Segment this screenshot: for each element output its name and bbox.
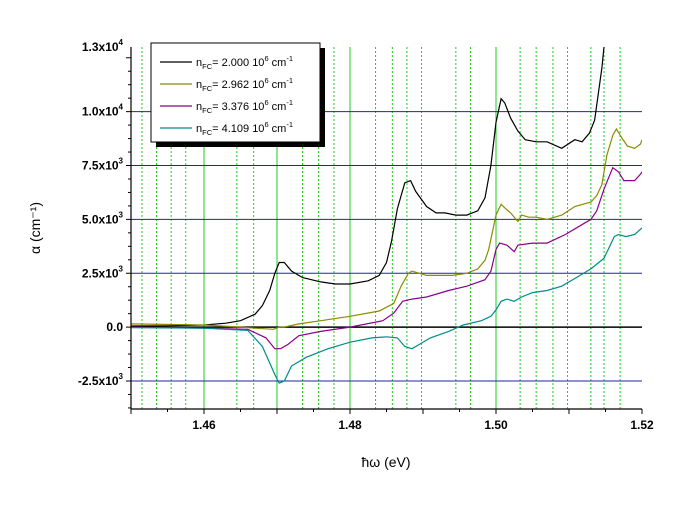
x-axis-title: ħω (eV)	[361, 454, 410, 470]
x-tick-label: 1.52	[630, 418, 654, 432]
y-tick-label: 1.3x104	[82, 38, 124, 54]
legend-label-3: nFC= 3.376 106 cm-1	[196, 98, 293, 115]
y-tick-label: 0.0	[106, 320, 123, 334]
x-tick-label: 1.50	[484, 418, 508, 432]
legend: nFC= 2.000 106 cm-1 nFC= 2.962 106 cm-1 nF…	[150, 42, 325, 147]
y-tick-label: 2.5x103	[82, 264, 124, 280]
legend-label-1: nFC= 2.000 106 cm-1	[196, 54, 293, 71]
y-axis-title: α (cm⁻¹)	[27, 202, 43, 254]
x-tick-label: 1.46	[192, 418, 216, 432]
legend-label-2: nFC= 2.962 106 cm-1	[196, 76, 293, 93]
series-layer	[131, 47, 642, 384]
y-tick-label: 1.0x104	[82, 103, 124, 119]
x-tick-label: 1.48	[338, 418, 362, 432]
axis-layer: 1.46 1.48 1.50 1.52 -2.5x103 0.0 2.5x103 5.0x10…	[78, 38, 654, 432]
y-tick-label: 5.0x103	[82, 210, 124, 226]
legend-label-4: nFC= 4.109 106 cm-1	[196, 120, 293, 137]
series-line-2	[131, 127, 642, 330]
legend-box	[150, 42, 321, 143]
series-line-1	[131, 47, 605, 327]
series-line-4	[131, 227, 642, 384]
y-tick-label: -2.5x103	[78, 372, 124, 388]
series-line-3	[131, 166, 642, 350]
y-tick-label: 7.5x103	[82, 157, 124, 173]
